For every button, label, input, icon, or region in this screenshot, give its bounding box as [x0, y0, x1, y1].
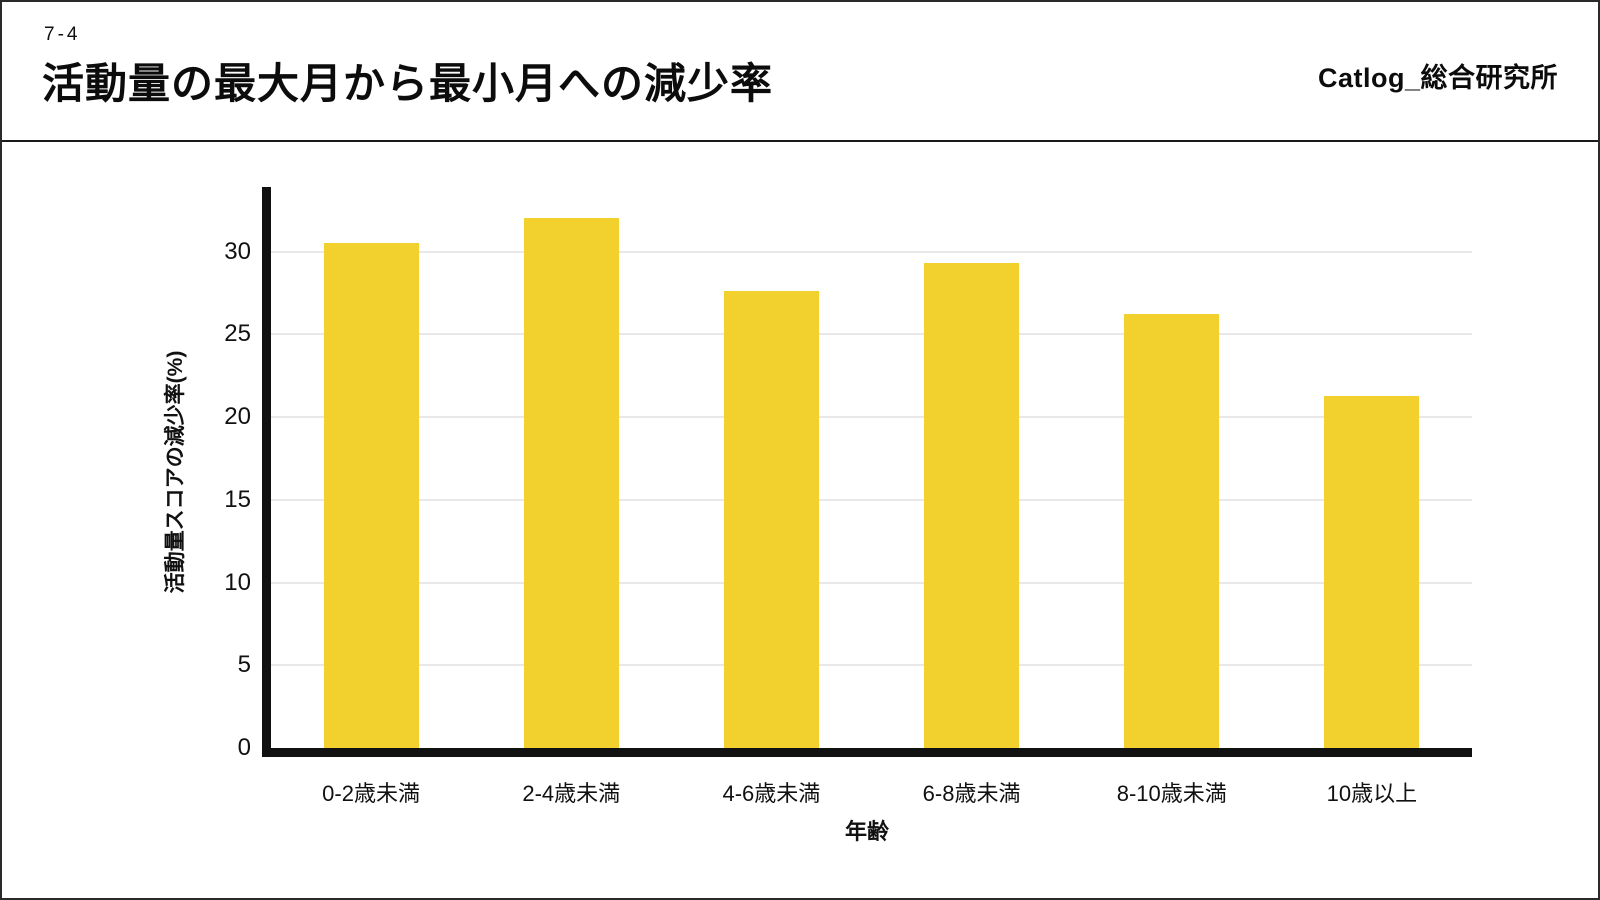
y-tick-label: 10: [224, 568, 251, 596]
bar: [1324, 395, 1420, 748]
x-axis-title: 年齢: [844, 819, 889, 844]
gridline: [271, 664, 1472, 667]
x-tick-label: 2-4歳未満: [522, 781, 621, 806]
gridline: [271, 333, 1472, 336]
bar: [1124, 314, 1220, 748]
gridline: [271, 581, 1472, 584]
y-axis-title: 活動量スコアの減少率(%): [164, 350, 187, 594]
gridline: [271, 416, 1472, 419]
bar: [523, 218, 619, 748]
x-tick-label: 6-8歳未満: [922, 781, 1021, 806]
y-tick-label: 15: [224, 485, 251, 513]
page-number: 7-4: [44, 24, 81, 45]
y-tick-label: 0: [237, 734, 251, 761]
y-tick-label: 5: [237, 651, 251, 679]
x-tick-label: 10歳以上: [1326, 781, 1418, 806]
plot-area: 0 5 10 15 20 25 30 0-2歳未満 2-4歳未満 4-6歳未満 6-8歳未満 8-10…: [224, 187, 1472, 806]
x-tick-label: 4-6歳未満: [722, 781, 821, 806]
page-title: 活動量の最大月から最小月への減少率: [42, 60, 774, 107]
gridline: [271, 250, 1472, 253]
chart: 活動量スコアの減少率(%) 0 5 10 15 20 25 30 0-2歳未満 2-4歳未満 4-…: [2, 142, 1598, 898]
y-tick-label: 20: [224, 403, 251, 431]
header: 7-4 活動量の最大月から最小月への減少率 Catlog_総合研究所: [2, 2, 1598, 142]
gridline: [271, 498, 1472, 501]
y-tick-label: 25: [224, 320, 251, 348]
bar: [323, 243, 419, 748]
brand-logo: Catlog_総合研究所: [1317, 63, 1558, 93]
bar: [723, 291, 819, 748]
bar: [924, 263, 1020, 748]
x-tick-label: 8-10歳未満: [1116, 781, 1227, 806]
x-tick-label: 0-2歳未満: [322, 781, 420, 806]
y-tick-label: 30: [224, 237, 251, 265]
